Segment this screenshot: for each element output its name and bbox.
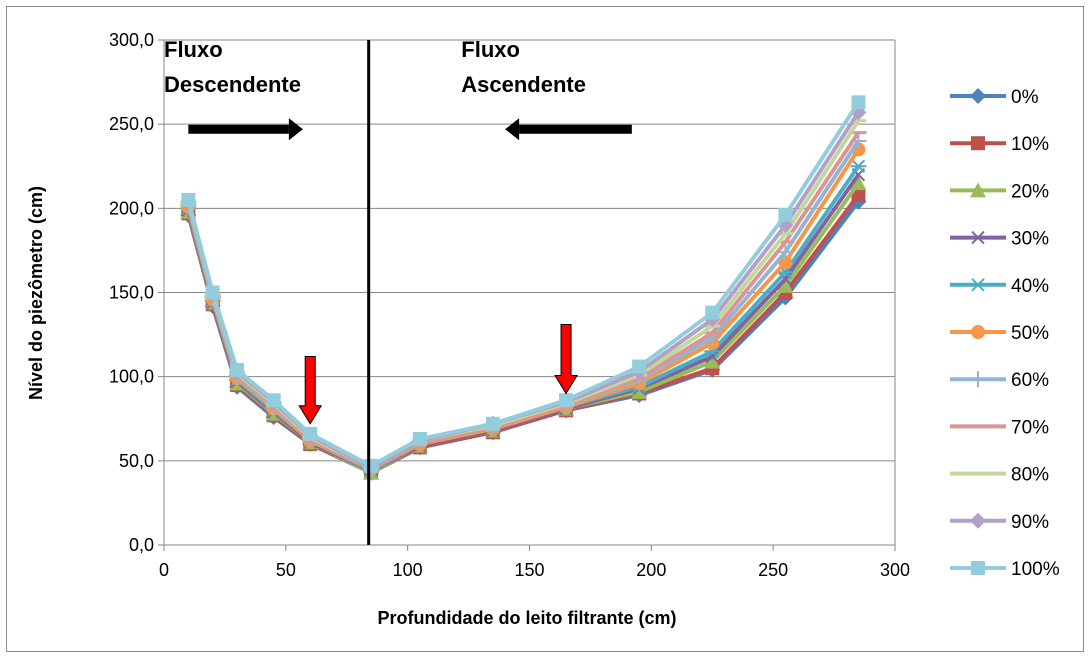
data-point xyxy=(631,383,648,399)
x-axis-title: Profundidade do leito filtrante (cm) xyxy=(377,608,676,628)
legend: 0% 10% 20% 30% 40% 50% 60% 70% 80% 90% 100% xyxy=(950,87,1060,580)
legend-label: 60% xyxy=(1011,370,1049,391)
x-tick-label: 300 xyxy=(880,560,910,580)
y-tick-label: 250,0 xyxy=(109,114,154,134)
series-10pct xyxy=(181,187,866,480)
flow-arrow-head xyxy=(505,118,520,141)
data-point xyxy=(704,353,721,369)
legend-marker xyxy=(970,182,986,198)
data-point xyxy=(266,393,281,408)
flow-arrow-head xyxy=(288,118,303,141)
legend-item: 20% xyxy=(950,181,1049,202)
data-point xyxy=(778,208,793,223)
y-axis-title: Nível do piezômetro (cm) xyxy=(26,186,46,400)
legend-label: 30% xyxy=(1011,229,1049,250)
series-line xyxy=(186,193,861,475)
x-tick-label: 150 xyxy=(514,560,544,580)
flow-annotation: Fluxo xyxy=(461,37,520,62)
data-point xyxy=(181,192,196,207)
data-point xyxy=(205,285,220,300)
flow-annotation: Descendente xyxy=(164,72,301,97)
legend-marker xyxy=(971,230,985,245)
legend-item: 80% xyxy=(950,465,1049,486)
data-point xyxy=(850,159,867,173)
series-20pct xyxy=(180,175,867,480)
legend-item: 0% xyxy=(950,87,1039,108)
legend-item: 100% xyxy=(950,559,1060,580)
y-tick-label: 300,0 xyxy=(109,30,154,50)
legend-label: 10% xyxy=(1011,134,1049,155)
red-marker-arrow xyxy=(298,355,323,425)
legend-label: 40% xyxy=(1011,276,1049,297)
legend-marker xyxy=(971,136,985,151)
x-tick-label: 100 xyxy=(393,560,423,580)
red-marker-arrow xyxy=(554,323,578,395)
legend-label: 50% xyxy=(1011,323,1049,344)
y-tick-label: 50,0 xyxy=(119,451,154,471)
legend-label: 100% xyxy=(1011,559,1060,580)
series-100pct xyxy=(181,95,866,473)
legend-marker xyxy=(970,88,986,104)
x-tick-label: 200 xyxy=(636,560,666,580)
data-point xyxy=(777,277,794,293)
annotation-layer: Fluxo Descendente Fluxo Ascendente xyxy=(164,37,632,545)
legend-item: 90% xyxy=(950,512,1049,533)
flow-annotation: Ascendente xyxy=(461,72,586,97)
x-tick-label: 50 xyxy=(276,560,296,580)
legend-marker xyxy=(970,278,986,292)
data-point xyxy=(230,362,245,377)
legend-item: 30% xyxy=(950,229,1049,250)
data-point xyxy=(632,359,647,374)
data-point xyxy=(364,458,379,473)
tick-labels: 0,0 50,0 100,0 150,0 200,0 250,0 300,0 0 50 100 15… xyxy=(109,30,910,580)
series-0pct xyxy=(180,193,867,481)
flow-annotation: Fluxo xyxy=(164,37,223,62)
data-point xyxy=(777,244,794,261)
legend-item: 40% xyxy=(950,276,1049,297)
legend-label: 70% xyxy=(1011,417,1049,438)
data-point xyxy=(303,426,318,441)
legend-item: 60% xyxy=(950,370,1049,391)
legend-marker xyxy=(970,371,986,388)
y-tick-label: 150,0 xyxy=(109,283,154,303)
legend-marker xyxy=(971,561,985,575)
series-line xyxy=(186,200,860,475)
data-point xyxy=(851,95,866,110)
x-tick-label: 0 xyxy=(159,560,169,580)
data-point xyxy=(559,393,574,408)
legend-label: 80% xyxy=(1011,465,1049,486)
legend-marker xyxy=(971,325,985,339)
y-tick-label: 200,0 xyxy=(109,198,154,218)
data-point xyxy=(412,431,427,446)
legend-marker xyxy=(970,512,986,529)
legend-label: 90% xyxy=(1011,512,1049,533)
legend-label: 0% xyxy=(1011,87,1039,108)
data-point xyxy=(705,305,720,320)
axes xyxy=(158,39,896,551)
legend-item: 70% xyxy=(950,417,1049,438)
series-layer xyxy=(180,95,867,481)
y-tick-label: 100,0 xyxy=(109,367,154,387)
legend-item: 10% xyxy=(950,134,1049,155)
chart-frame xyxy=(6,6,1084,652)
data-point xyxy=(850,175,867,191)
legend-item: 50% xyxy=(950,323,1049,344)
legend-label: 20% xyxy=(1011,181,1049,202)
data-point xyxy=(485,416,500,431)
y-tick-label: 0,0 xyxy=(129,535,154,555)
x-tick-label: 250 xyxy=(758,560,788,580)
